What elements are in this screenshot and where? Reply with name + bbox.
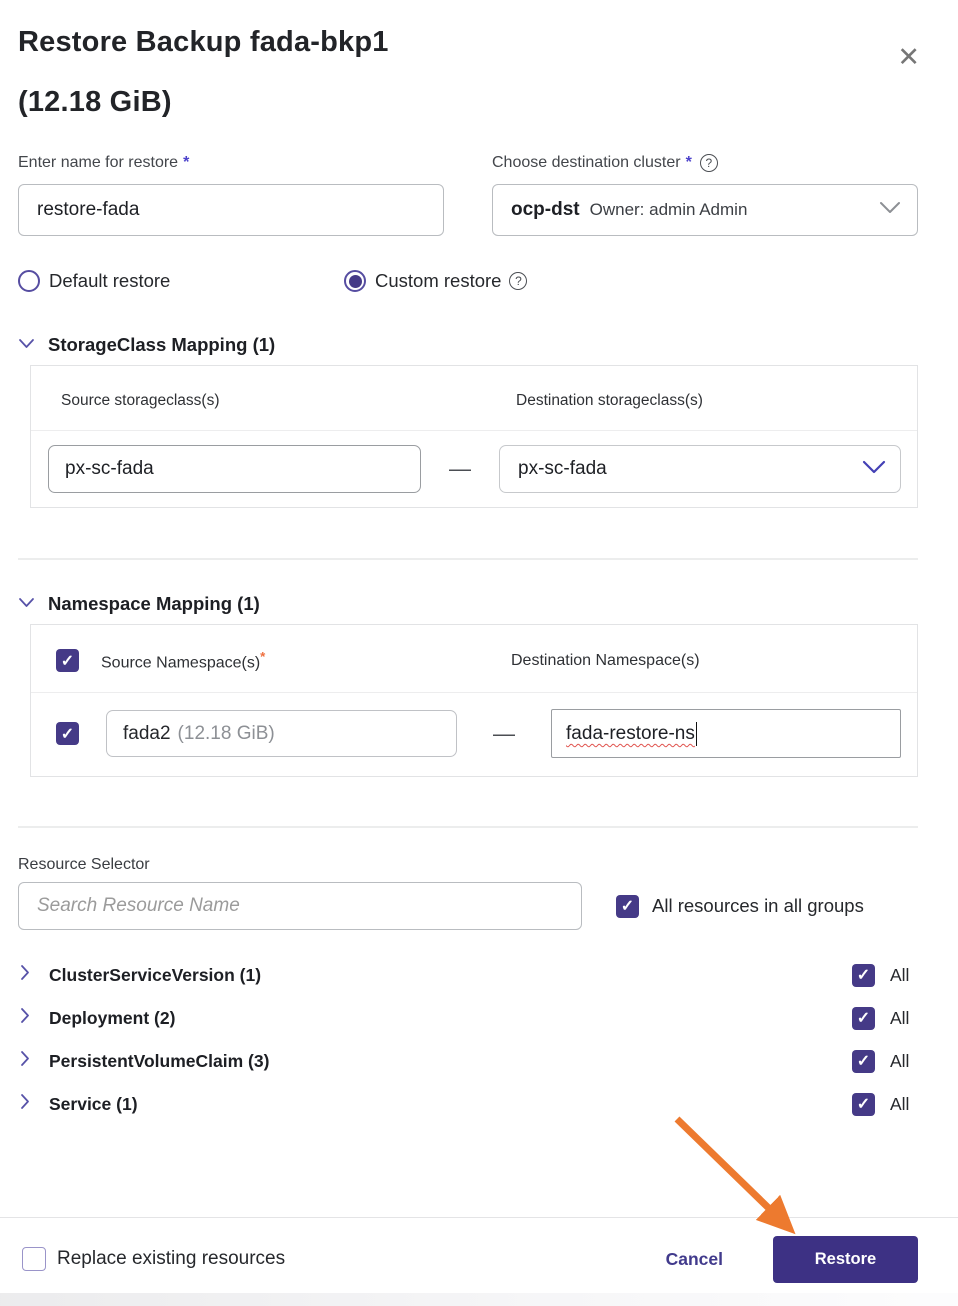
close-icon[interactable]: ✕ (897, 42, 920, 72)
source-namespace-size: (12.18 GiB) (177, 722, 275, 744)
all-resources-label: All resources in all groups (652, 895, 864, 917)
chevron-right-icon (20, 964, 30, 986)
namespace-table-header: Source Namespace(s)* Destination Namespa… (31, 625, 917, 694)
cluster-name: ocp-dst (511, 199, 580, 220)
resource-group-service[interactable]: Service (1) All (18, 1089, 918, 1119)
mapping-separator: — (493, 720, 516, 746)
help-icon[interactable]: ? (699, 154, 718, 172)
source-namespace-value: fada2 (123, 722, 171, 744)
chevron-down-icon (879, 201, 901, 219)
namespace-mapping-table: Source Namespace(s)* Destination Namespa… (30, 624, 918, 778)
resource-search-row: All resources in all groups (18, 882, 918, 931)
chevron-down-icon (18, 336, 35, 354)
all-resources-checkbox[interactable] (616, 894, 639, 918)
all-resources-checkbox-group[interactable]: All resources in all groups (616, 894, 864, 918)
section-divider (18, 558, 918, 560)
group-label: PersistentVolumeClaim (3) (49, 1050, 270, 1071)
radio-unselected-icon (18, 270, 40, 292)
source-namespace-header: Source Namespace(s)* (101, 649, 266, 672)
namespace-mapping-row: fada2 (12.18 GiB) — fada-restore-ns (31, 693, 917, 776)
modal-title-line1: Restore Backup fada-bkp1 (18, 26, 389, 58)
namespace-row-checkbox[interactable] (56, 722, 79, 746)
restore-name-field-group: Enter name for restore * (18, 154, 444, 236)
destination-namespace-input[interactable]: fada-restore-ns (551, 709, 901, 759)
search-resource-input[interactable] (18, 882, 582, 931)
default-restore-radio[interactable]: Default restore (18, 270, 344, 292)
mapping-separator: — (449, 456, 471, 481)
restore-type-radios: Default restore Custom restore ? (18, 270, 918, 292)
destination-storageclass-select[interactable]: px-sc-fada (499, 445, 901, 493)
section-divider (18, 826, 918, 829)
storageclass-mapping-table: Source storageclass(s) Destination stora… (30, 365, 918, 508)
storageclass-mapping-row: px-sc-fada — px-sc-fada (31, 431, 917, 507)
select-all-namespaces-checkbox[interactable] (56, 649, 79, 672)
destination-cluster-field-group: Choose destination cluster * ? ocp-dst O… (492, 154, 918, 236)
group-all-checkbox[interactable] (852, 1049, 875, 1073)
group-label: ClusterServiceVersion (1) (49, 964, 262, 985)
chevron-right-icon (20, 1007, 30, 1029)
resource-group-deployment[interactable]: Deployment (2) All (18, 1003, 918, 1033)
custom-restore-radio[interactable]: Custom restore ? (344, 270, 528, 292)
destination-cluster-label: Choose destination cluster * ? (492, 154, 918, 172)
chevron-down-icon (862, 460, 886, 479)
destination-cluster-label-text: Choose destination cluster (492, 154, 681, 171)
resource-group-list: ClusterServiceVersion (1) All Deployment… (18, 960, 918, 1119)
resource-selector-label: Resource Selector (18, 856, 150, 874)
restore-button[interactable]: Restore (773, 1235, 918, 1283)
source-storageclass-header: Source storageclass(s) (61, 392, 220, 409)
chevron-right-icon (20, 1050, 30, 1072)
storageclass-mapping-title: StorageClass Mapping (1) (48, 334, 276, 355)
modal-footer: Replace existing resources Cancel Restor… (0, 1217, 958, 1306)
source-storageclass-input[interactable]: px-sc-fada (48, 445, 421, 493)
group-label: Service (1) (49, 1093, 138, 1114)
restore-backup-modal: ✕ Restore Backup fada-bkp1 (12.18 GiB) E… (0, 22, 958, 1119)
radio-selected-icon (344, 270, 366, 292)
top-form-row: Enter name for restore * Choose destinat… (18, 154, 918, 236)
destination-storageclass-value: px-sc-fada (518, 458, 607, 479)
modal-title-line2: (12.18 GiB) (18, 86, 172, 118)
resource-group-clusterserviceversion[interactable]: ClusterServiceVersion (1) All (18, 960, 918, 990)
required-asterisk: * (183, 154, 190, 171)
group-all-label: All (890, 1050, 910, 1071)
chevron-right-icon (20, 1093, 30, 1115)
replace-existing-checkbox-group[interactable]: Replace existing resources (22, 1247, 285, 1271)
restore-name-label: Enter name for restore * (18, 154, 444, 172)
namespace-mapping-toggle[interactable]: Namespace Mapping (1) (18, 593, 918, 615)
destination-namespace-value: fada-restore-ns (566, 722, 695, 744)
group-all-label: All (890, 964, 910, 985)
help-icon[interactable]: ? (509, 272, 528, 290)
default-restore-label: Default restore (49, 270, 171, 291)
group-all-checkbox[interactable] (852, 1006, 875, 1030)
replace-existing-checkbox[interactable] (22, 1247, 46, 1271)
text-cursor (695, 721, 698, 746)
resource-group-persistentvolumeclaim[interactable]: PersistentVolumeClaim (3) All (18, 1046, 918, 1076)
namespace-mapping-title: Namespace Mapping (1) (48, 593, 260, 614)
cluster-owner: Owner: admin Admin (589, 200, 748, 219)
storageclass-table-header: Source storageclass(s) Destination stora… (31, 366, 917, 431)
storageclass-mapping-toggle[interactable]: StorageClass Mapping (1) (18, 334, 918, 356)
group-label: Deployment (2) (49, 1007, 176, 1028)
custom-restore-label: Custom restore (375, 270, 502, 291)
source-namespace-input[interactable]: fada2 (12.18 GiB) (106, 710, 458, 758)
restore-name-label-text: Enter name for restore (18, 154, 179, 171)
group-all-checkbox[interactable] (852, 1092, 875, 1116)
replace-existing-label: Replace existing resources (57, 1248, 286, 1269)
destination-namespace-header: Destination Namespace(s) (511, 651, 700, 669)
source-storageclass-value: px-sc-fada (65, 458, 154, 479)
group-all-label: All (890, 1007, 910, 1028)
destination-storageclass-header: Destination storageclass(s) (516, 392, 703, 409)
group-all-label: All (890, 1093, 910, 1114)
cancel-button[interactable]: Cancel (665, 1248, 723, 1269)
chevron-down-icon (18, 595, 35, 613)
required-asterisk: * (685, 154, 692, 171)
required-asterisk: * (260, 649, 266, 664)
restore-name-input[interactable] (18, 184, 444, 236)
modal-bottom-edge (0, 1293, 958, 1306)
group-all-checkbox[interactable] (852, 963, 875, 987)
destination-cluster-select[interactable]: ocp-dst Owner: admin Admin (492, 184, 918, 236)
